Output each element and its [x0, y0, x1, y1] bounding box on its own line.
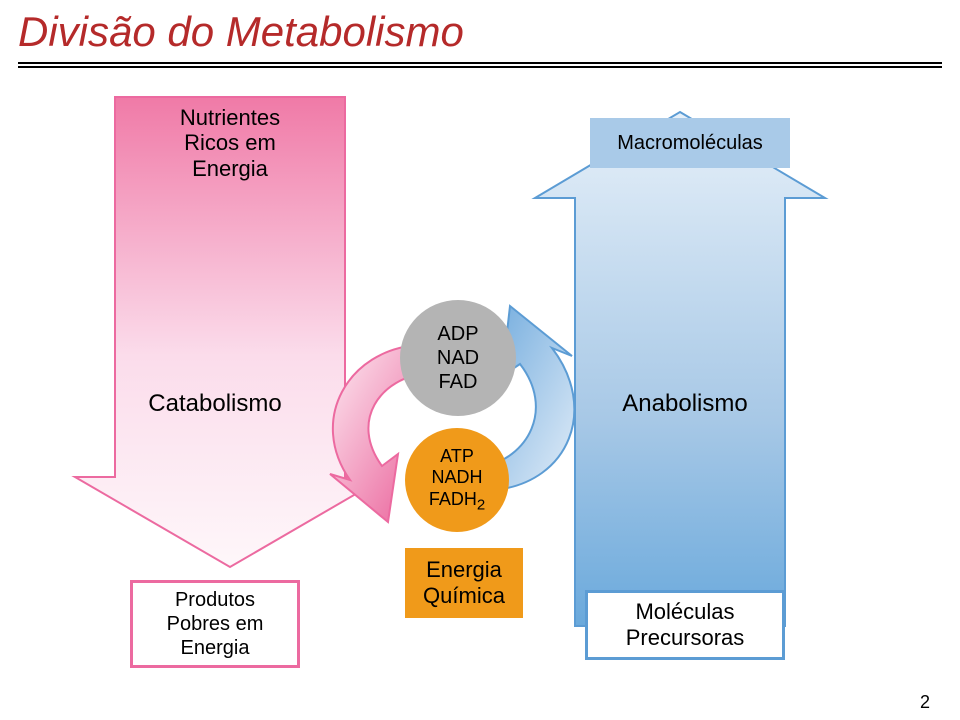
produtos-box: ProdutosPobres emEnergia [130, 580, 300, 668]
title-rule-1 [18, 62, 942, 64]
energia-quimica-box: EnergiaQuímica [405, 548, 523, 618]
adp-nad-fad-circle: ADP NAD FAD [400, 300, 516, 416]
diagram-stage: Divisão do Metabolismo NutrientesRicos e… [0, 0, 960, 720]
catabolism-top-label: NutrientesRicos emEnergia [130, 105, 330, 181]
moleculas-precursoras-box: MoléculasPrecursoras [585, 590, 785, 660]
page-title: Divisão do Metabolismo [18, 8, 464, 56]
adp-nad-fad-text: ADP NAD FAD [437, 322, 479, 394]
page-number: 2 [920, 692, 930, 713]
atp-nadh-fadh2-circle: ATPNADHFADH2 [405, 428, 509, 532]
anabolism-mid-label: Anabolismo [580, 390, 790, 418]
macromoleculas-box: Macromoléculas [590, 118, 790, 168]
title-rule-2 [18, 66, 942, 68]
atp-nadh-fadh2-text: ATPNADHFADH2 [429, 446, 485, 515]
